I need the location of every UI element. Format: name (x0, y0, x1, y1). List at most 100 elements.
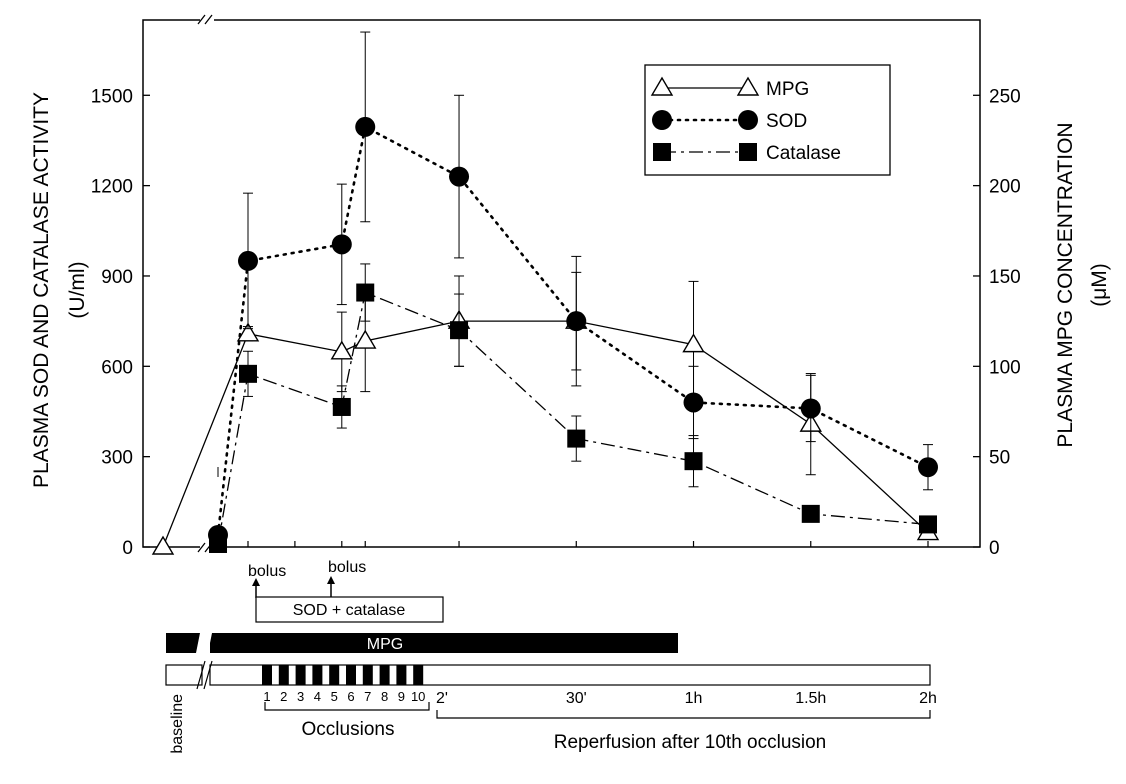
plot-frame (142, 14, 981, 553)
top-break-mark-2 (204, 14, 213, 25)
y-tick-label-right: 0 (989, 538, 1000, 559)
mpg-infusion-bar (210, 633, 678, 653)
legend-label-mpg: MPG (766, 79, 809, 100)
occlusion-block (346, 665, 356, 685)
legend: MPG SOD Catalase (644, 64, 891, 176)
top-break-gap (200, 16, 214, 24)
data-point-mpg (151, 535, 175, 555)
timeline-break-2 (203, 660, 213, 690)
data-point-mpg (330, 340, 354, 360)
series-catalase (209, 263, 937, 553)
occlusion-number: 4 (314, 689, 321, 704)
occlusion-block (312, 665, 323, 685)
reperfusion-bracket (436, 710, 931, 719)
occlusion-number: 9 (398, 689, 405, 704)
data-point-sod (355, 116, 376, 137)
occlusion-block (413, 665, 424, 685)
y-axis-unit-left: (U/ml) (66, 261, 89, 318)
legend-marker-catalase (739, 143, 757, 161)
timeline-label: 2' (436, 690, 448, 707)
y-tick-label-left: 1500 (91, 86, 133, 107)
legend-marker-mpg (650, 76, 674, 96)
data-point-mpg (682, 333, 705, 353)
legend-marker-sod (738, 110, 758, 130)
timeline-label: 30' (566, 690, 587, 707)
y-tick-label-left: 1200 (91, 177, 133, 198)
data-point-catalase (356, 283, 375, 302)
data-point-sod (918, 457, 938, 478)
data-point-catalase (919, 515, 937, 534)
legend-marker-catalase (653, 143, 671, 161)
data-point-catalase (332, 397, 351, 416)
data-point-sod (238, 250, 258, 271)
data-point-sod (683, 392, 704, 413)
y-axis-title-left: PLASMA SOD AND CATALASE ACTIVITY (30, 92, 53, 488)
occlusion-number: 3 (297, 689, 304, 704)
data-point-catalase (450, 321, 469, 340)
y-axis-unit-right: (μM) (1088, 263, 1111, 307)
occlusion-block (362, 665, 373, 685)
bolus-label-2: bolus (328, 559, 366, 576)
data-point-mpg (354, 329, 377, 349)
y-tick-label-right: 250 (989, 86, 1021, 107)
bottom-break-gap (200, 543, 214, 551)
occlusion-number: 2 (280, 689, 287, 704)
sod-catalase-label: SOD + catalase (293, 602, 406, 619)
y-tick-label-right: 150 (989, 267, 1021, 288)
occlusion-block (379, 665, 390, 685)
bolus-arrowhead-2 (327, 576, 335, 584)
y-axis-title-right: PLASMA MPG CONCENTRATION (1054, 122, 1077, 447)
occlusions-bracket (264, 702, 430, 711)
data-point-catalase (567, 429, 586, 448)
series-layer (151, 31, 940, 555)
occlusion-number: 10 (411, 689, 425, 704)
data-point-catalase (239, 364, 257, 383)
occlusion-blocks (262, 665, 424, 685)
sod-catalase-box (255, 596, 444, 623)
data-point-sod (331, 234, 352, 255)
occlusion-number: 1 (263, 689, 270, 704)
occlusion-block (329, 665, 340, 685)
occlusion-number: 7 (364, 689, 371, 704)
data-point-catalase (801, 504, 820, 523)
bolus-label-1: bolus (248, 563, 286, 580)
occlusion-numbers: 1 2 3 4 5 6 7 8 9 10 (263, 689, 425, 704)
timeline-bar-baseline (165, 664, 203, 686)
occlusion-block (278, 665, 289, 685)
data-point-sod (566, 311, 587, 332)
baseline-label: baseline (169, 694, 186, 754)
data-point-sod (449, 166, 470, 187)
y-tick-label-left: 300 (101, 448, 133, 469)
timeline-label: 1h (685, 690, 703, 707)
plot-border (142, 19, 981, 548)
bottom-break-mark-1 (197, 542, 206, 553)
top-break-mark-1 (197, 14, 206, 25)
occlusion-block (295, 665, 306, 685)
occlusion-number: 8 (381, 689, 388, 704)
y-tick-label-left: 0 (122, 538, 133, 559)
series-mpg (151, 271, 940, 555)
y-tick-label-left: 900 (101, 267, 133, 288)
occlusion-block (396, 665, 407, 685)
data-point-catalase (209, 534, 227, 553)
series-sod (208, 31, 938, 545)
timeline-label: 1.5h (795, 690, 826, 707)
axis-ticks: 0 300 600 900 1200 1500 0 50 100 150 200 250 (91, 86, 1021, 559)
legend-marker-sod (652, 110, 672, 130)
data-point-catalase (684, 452, 703, 471)
legend-label-catalase: Catalase (766, 143, 841, 164)
mpg-bar-label: MPG (367, 636, 403, 653)
timeline-bar (209, 664, 931, 686)
timeline-label: 2h (919, 690, 937, 707)
occlusion-number: 6 (347, 689, 354, 704)
timeline-labels: 2' 30' 1h 1.5h 2h (436, 690, 937, 707)
y-tick-label-right: 100 (989, 357, 1021, 378)
reperfusion-label: Reperfusion after 10th occlusion (554, 732, 827, 753)
mpg-infusion-bar-baseline (166, 633, 202, 653)
occlusion-number: 5 (331, 689, 338, 704)
occlusions-label: Occlusions (302, 719, 395, 740)
timeline-break-1 (196, 660, 206, 690)
axis-titles: PLASMA SOD AND CATALASE ACTIVITY (U/ml) … (30, 92, 1111, 488)
series-line-sod (216, 124, 930, 537)
